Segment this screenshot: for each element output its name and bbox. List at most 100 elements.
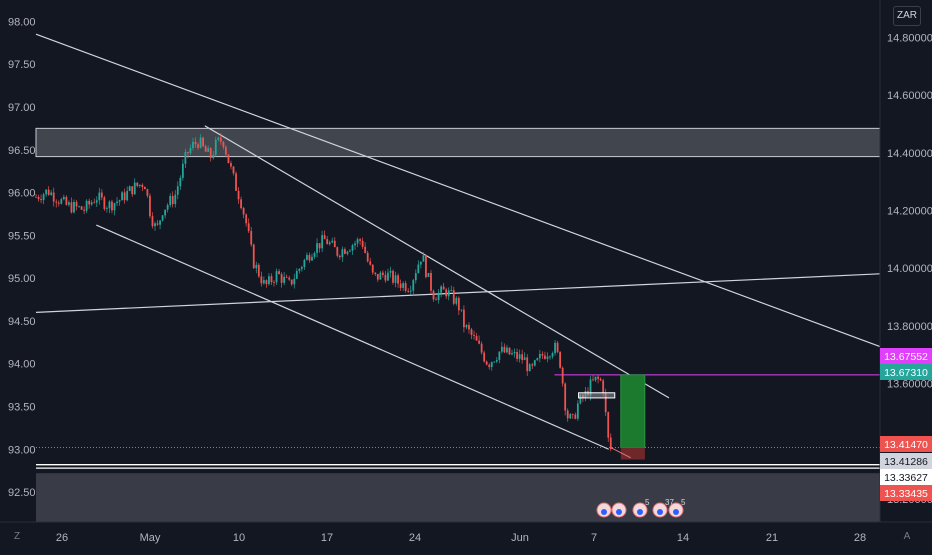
candle-body bbox=[399, 283, 402, 288]
candle-body bbox=[116, 201, 118, 204]
candle-body bbox=[485, 361, 488, 365]
candle-body bbox=[184, 152, 187, 164]
candle-body bbox=[521, 354, 524, 361]
candle-body bbox=[303, 259, 306, 268]
channel-upper-line[interactable] bbox=[204, 125, 670, 399]
candle-body bbox=[80, 206, 83, 210]
candle-body bbox=[366, 252, 369, 262]
candle-body bbox=[554, 342, 556, 354]
price-label-13.33627[interactable]: 13.33627 bbox=[880, 469, 932, 485]
candle-body bbox=[62, 196, 65, 200]
candle-body bbox=[344, 249, 346, 254]
price-label-13.67310[interactable]: 13.67310 bbox=[880, 364, 932, 380]
price-label-background bbox=[880, 469, 932, 485]
candle-body bbox=[268, 276, 270, 285]
candle-body bbox=[118, 200, 121, 202]
candle-body bbox=[298, 268, 301, 271]
candle-body bbox=[478, 340, 480, 344]
candle-body bbox=[275, 271, 278, 283]
event-marker[interactable]: 5 bbox=[632, 498, 650, 518]
candle-body bbox=[262, 280, 265, 284]
candle-body bbox=[85, 200, 88, 211]
candle-body bbox=[300, 267, 303, 269]
candle-body bbox=[100, 192, 103, 198]
lower-support-zone[interactable] bbox=[36, 473, 880, 522]
price-label-13.33435[interactable]: 13.33435 bbox=[880, 485, 932, 501]
candle-body bbox=[230, 163, 232, 167]
ascending-trendline[interactable] bbox=[35, 273, 881, 313]
left-axis-tick-label: 98.00 bbox=[8, 16, 36, 28]
x-axis-tick-label: 10 bbox=[233, 532, 245, 544]
candle-body bbox=[321, 235, 324, 249]
candle-body bbox=[574, 414, 577, 419]
candle-body bbox=[455, 297, 458, 304]
candle-body bbox=[199, 137, 202, 148]
candle-body bbox=[47, 189, 50, 195]
candle-body bbox=[559, 351, 562, 368]
left-axis-tick-label: 93.50 bbox=[8, 401, 36, 413]
stop-diagonal bbox=[610, 447, 631, 459]
candle-body bbox=[293, 278, 296, 285]
candle-body bbox=[40, 199, 42, 201]
candle-body bbox=[138, 184, 141, 186]
event-marker[interactable] bbox=[611, 502, 627, 518]
left-axis-tick-label: 95.50 bbox=[8, 230, 36, 242]
event-marker[interactable]: 37 bbox=[652, 498, 674, 518]
candle-body bbox=[187, 152, 189, 154]
candle-body bbox=[285, 276, 288, 278]
currency-badge[interactable]: ZAR bbox=[893, 6, 921, 26]
candle-body bbox=[232, 166, 235, 174]
corner-a-button[interactable]: A bbox=[903, 531, 911, 542]
candle-body bbox=[78, 206, 80, 208]
x-axis-tick-label: May bbox=[140, 532, 161, 544]
candle-body bbox=[549, 356, 551, 358]
right-axis-tick-label: 14.80000 bbox=[887, 32, 932, 44]
left-axis-tick-label: 97.00 bbox=[8, 102, 36, 114]
right-axis-tick-label: 13.80000 bbox=[887, 321, 932, 333]
candle-body bbox=[599, 378, 602, 381]
candle-body bbox=[161, 215, 164, 221]
candle-body bbox=[164, 209, 167, 216]
upper-resistance-zone[interactable] bbox=[35, 127, 881, 158]
price-label-13.41286[interactable]: 13.41286 bbox=[880, 453, 932, 469]
descending-trendline[interactable] bbox=[35, 33, 881, 348]
candle-body bbox=[50, 192, 53, 195]
candle-body bbox=[192, 141, 194, 148]
event-marker[interactable] bbox=[596, 502, 612, 518]
corner-z-button[interactable]: Z bbox=[13, 531, 21, 542]
left-axis-tick-label: 94.00 bbox=[8, 359, 36, 371]
candle-body bbox=[128, 186, 131, 191]
candle-body bbox=[143, 187, 146, 190]
candle-body bbox=[265, 280, 268, 285]
candle-body bbox=[594, 376, 597, 381]
candle-body bbox=[457, 297, 460, 311]
candle-body bbox=[407, 290, 410, 292]
price-label-13.41470[interactable]: 13.41470 bbox=[880, 436, 932, 452]
long-position-stop-box[interactable] bbox=[620, 447, 645, 460]
x-axis-tick-label: 28 bbox=[854, 532, 866, 544]
candle-body bbox=[141, 184, 144, 188]
candle-body bbox=[579, 394, 582, 404]
x-axis-tick-label: 14 bbox=[677, 532, 689, 544]
candle-body bbox=[417, 264, 420, 274]
long-position-target-box[interactable] bbox=[620, 374, 646, 448]
candle-body bbox=[146, 189, 149, 196]
candle-body bbox=[70, 202, 73, 213]
candle-body bbox=[194, 141, 197, 145]
currency-label: ZAR bbox=[897, 10, 917, 21]
candle-body bbox=[52, 192, 55, 202]
candle-body bbox=[171, 196, 174, 205]
candle-body bbox=[384, 274, 387, 281]
candle-body bbox=[237, 190, 240, 200]
price-label-13.67552[interactable]: 13.67552 bbox=[880, 348, 932, 364]
candle-body bbox=[247, 223, 250, 232]
candle-body bbox=[204, 146, 207, 152]
event-marker[interactable]: 5 bbox=[668, 498, 686, 518]
flag-box[interactable] bbox=[578, 392, 616, 399]
candle-body bbox=[528, 364, 531, 372]
channel-lower-line[interactable] bbox=[96, 224, 609, 450]
candle-body bbox=[240, 199, 242, 209]
